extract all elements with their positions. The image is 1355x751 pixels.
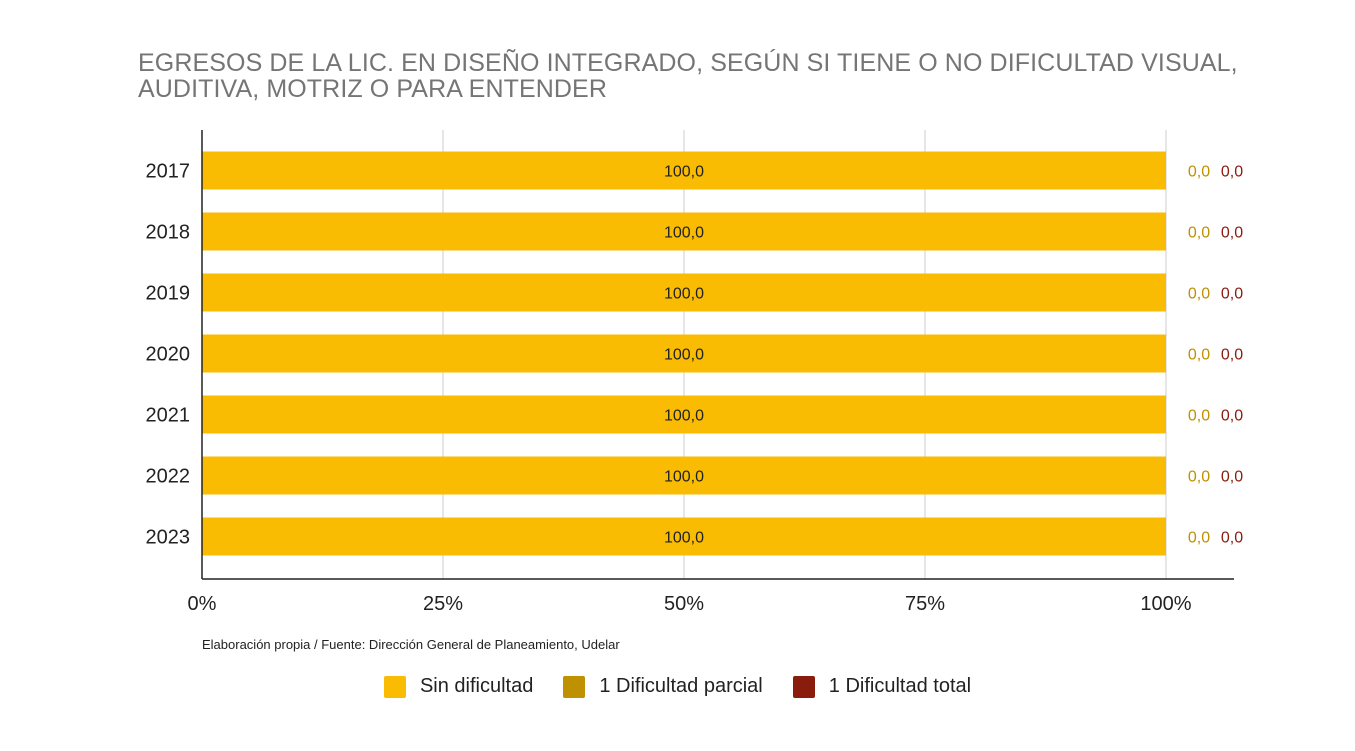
- data-label: 0,0: [1221, 408, 1243, 425]
- data-label: 0,0: [1221, 530, 1243, 547]
- data-label: 0,0: [1188, 408, 1210, 425]
- legend-item-dificultad-parcial: 1 Dificultad parcial: [563, 675, 763, 698]
- bar: [202, 456, 1166, 495]
- x-tick-label: 75%: [905, 593, 945, 615]
- data-label: 0,0: [1188, 347, 1210, 364]
- x-tick-label: 25%: [423, 593, 463, 615]
- bar: [202, 395, 1166, 434]
- data-label: 100,0: [664, 530, 704, 547]
- data-label: 100,0: [664, 225, 704, 242]
- legend: Sin dificultad 1 Dificultad parcial 1 Di…: [0, 675, 1355, 698]
- legend-swatch: [383, 675, 406, 698]
- data-label: 0,0: [1221, 347, 1243, 364]
- legend-label: Sin dificultad: [419, 675, 534, 697]
- data-label: 0,0: [1188, 530, 1210, 547]
- data-label: 100,0: [664, 347, 704, 364]
- legend-label: 1 Dificultad total: [828, 675, 972, 697]
- chart-title: EGRESOS DE LA LIC. EN DISEÑO INTEGRADO, …: [138, 49, 1238, 103]
- data-label: 0,0: [1221, 164, 1243, 181]
- bar: [202, 212, 1166, 251]
- chart-plot: 0% 25% 50% 75% 100% 2017 100,0 0,0 0,0 2018 100,0 0…: [146, 130, 1243, 615]
- bar: [202, 273, 1166, 312]
- y-tick-label: 2023: [146, 527, 191, 549]
- y-tick-label: 2021: [146, 405, 191, 427]
- data-label: 100,0: [664, 286, 704, 303]
- x-tick-label: 100%: [1140, 593, 1191, 615]
- legend-label: 1 Dificultad parcial: [599, 675, 763, 697]
- legend-item-dificultad-total: 1 Dificultad total: [792, 675, 972, 698]
- data-label: 0,0: [1188, 286, 1210, 303]
- y-tick-label: 2020: [146, 344, 191, 366]
- y-tick-label: 2022: [146, 466, 191, 488]
- bar: [202, 334, 1166, 373]
- data-label: 100,0: [664, 164, 704, 181]
- data-label: 0,0: [1221, 286, 1243, 303]
- data-label: 100,0: [664, 408, 704, 425]
- source-note: Elaboración propia / Fuente: Dirección G…: [202, 637, 620, 652]
- bar: [202, 517, 1166, 556]
- data-label: 0,0: [1188, 164, 1210, 181]
- y-tick-label: 2018: [146, 222, 191, 244]
- y-tick-label: 2019: [146, 283, 191, 305]
- data-label: 0,0: [1221, 225, 1243, 242]
- legend-swatch: [563, 675, 586, 698]
- data-label: 0,0: [1188, 469, 1210, 486]
- x-tick-label: 50%: [664, 593, 704, 615]
- data-label: 100,0: [664, 469, 704, 486]
- legend-item-sin-dificultad: Sin dificultad: [383, 675, 534, 698]
- x-tick-label: 0%: [188, 593, 217, 615]
- data-label: 0,0: [1221, 469, 1243, 486]
- data-label: 0,0: [1188, 225, 1210, 242]
- legend-swatch: [792, 675, 815, 698]
- y-tick-label: 2017: [146, 161, 191, 183]
- bar: [202, 151, 1166, 190]
